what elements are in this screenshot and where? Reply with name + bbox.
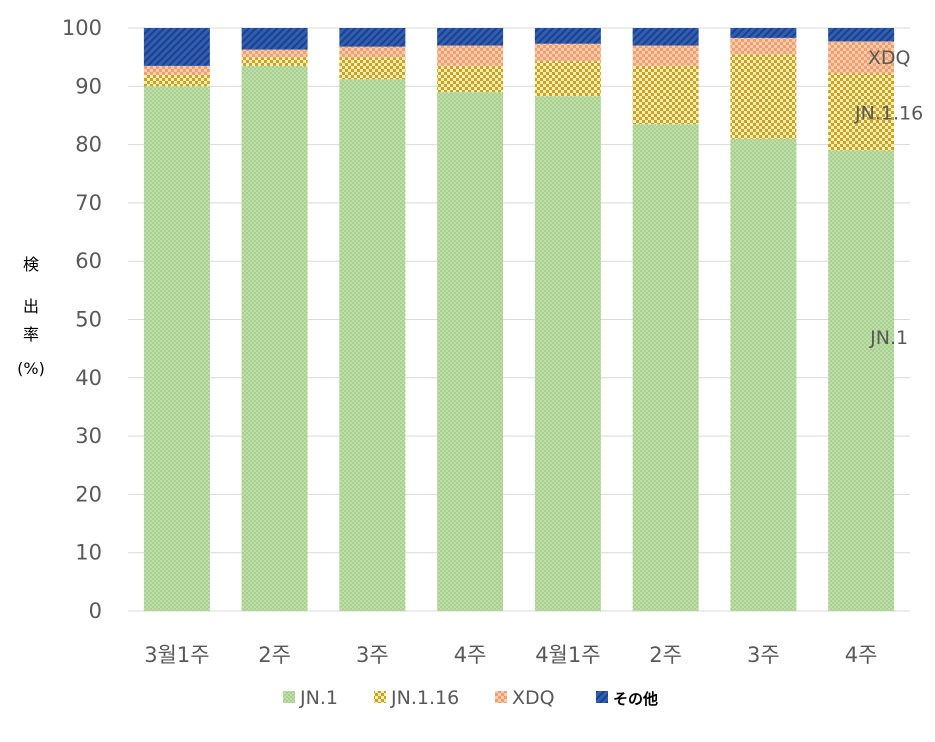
y-axis-label-char: (%) [17, 359, 45, 378]
bar-segment-4 [632, 28, 699, 46]
legend-label: JN.1.16 [390, 687, 459, 709]
bar-segment-1 [534, 96, 601, 611]
x-tick-label: 3월1주 [144, 643, 209, 667]
bar-segment-2 [143, 74, 210, 87]
bar-segment-4 [534, 28, 601, 44]
bar-segment-1 [143, 86, 210, 612]
y-axis-ticks: 0 10 20 30 40 50 60 70 80 90 100 [62, 16, 102, 623]
y-tick-label: 100 [62, 16, 102, 40]
x-axis-ticks: 3월1주 2주 3주 4주 4월1주 2주 3주 4주 [144, 643, 877, 667]
x-tick-label: 4주 [454, 643, 487, 667]
bar-segment-3 [241, 49, 308, 58]
bars [143, 28, 895, 612]
series-annotation: JN.1 [869, 327, 908, 349]
legend-swatch [374, 691, 386, 703]
series-annotation: JN.1.16 [854, 103, 923, 125]
y-tick-label: 20 [75, 482, 102, 506]
bar-segment-3 [534, 43, 601, 62]
bar-segment-1 [437, 92, 504, 611]
bar-segment-2 [534, 61, 601, 97]
y-axis-label-char: 率 [23, 325, 39, 344]
bar-segment-2 [241, 57, 308, 66]
legend-label: XDQ [512, 687, 555, 709]
legend-label: JN.1 [299, 687, 338, 709]
bar-segment-1 [241, 65, 308, 611]
legend-label: その他 [613, 690, 658, 708]
bar-segment-3 [339, 46, 406, 58]
bar-segment-3 [632, 45, 699, 66]
y-tick-label: 50 [75, 308, 102, 332]
y-tick-label: 0 [89, 599, 102, 623]
bar-segment-3 [828, 41, 895, 74]
bar-segment-4 [241, 28, 308, 50]
legend-swatch [495, 691, 507, 703]
bar-segment-4 [828, 28, 895, 42]
bar-segment-4 [437, 28, 504, 46]
annotations: JN.1 JN.1.16 XDQ [854, 47, 923, 349]
bar-segment-4 [339, 28, 406, 47]
legend-swatch [283, 691, 295, 703]
y-tick-label: 10 [75, 541, 102, 565]
bar-segment-3 [730, 37, 797, 55]
y-axis-label: 検出率 (%) [17, 255, 45, 378]
bar-segment-2 [339, 57, 406, 80]
y-tick-label: 30 [75, 424, 102, 448]
y-tick-label: 70 [75, 191, 102, 215]
bar-segment-4 [143, 28, 210, 66]
legend-swatch [596, 691, 608, 703]
series-annotation: XDQ [868, 47, 911, 69]
bar-segment-4 [730, 28, 797, 38]
x-tick-label: 2주 [258, 643, 291, 667]
y-axis-label-char: 出 [23, 297, 39, 316]
y-axis-label-char: 検 [23, 255, 39, 274]
bar-segment-2 [828, 73, 895, 151]
bar-segment-3 [143, 65, 210, 75]
y-tick-label: 80 [75, 133, 102, 157]
bar-segment-2 [437, 65, 504, 93]
legend: JN.1 JN.1.16 XDQ その他 [283, 687, 658, 709]
bar-segment-1 [730, 138, 797, 611]
bar-segment-1 [632, 124, 699, 611]
y-tick-label: 60 [75, 249, 102, 273]
y-tick-label: 90 [75, 74, 102, 98]
x-tick-label: 4월1주 [535, 643, 600, 667]
x-tick-label: 4주 [845, 643, 878, 667]
bar-segment-1 [339, 79, 406, 611]
bar-segment-2 [632, 65, 699, 125]
x-tick-label: 3주 [356, 643, 389, 667]
bar-segment-2 [730, 54, 797, 139]
bar-segment-1 [828, 150, 895, 611]
x-tick-label: 3주 [747, 643, 780, 667]
x-tick-label: 2주 [649, 643, 682, 667]
y-tick-label: 40 [75, 366, 102, 390]
bar-segment-3 [437, 45, 504, 66]
